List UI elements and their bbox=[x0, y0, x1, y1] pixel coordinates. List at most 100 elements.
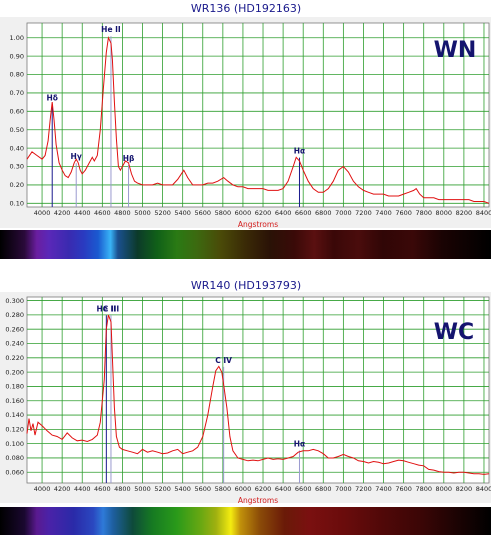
x-tick-label: 4400 bbox=[74, 485, 91, 493]
x-tick-label: 5400 bbox=[174, 209, 191, 217]
class-label-wn: WN bbox=[434, 38, 477, 63]
x-tick-label: 4200 bbox=[54, 209, 71, 217]
y-axis-ticks: 0.060 0.080 0.100 0.120 0.140 0.160 0.180 0.200… bbox=[5, 297, 24, 477]
x-tick-label: 7400 bbox=[375, 485, 392, 493]
plot-area bbox=[26, 22, 490, 208]
spectrum-line bbox=[26, 35, 490, 204]
y-tick-label: 0.40 bbox=[10, 144, 24, 152]
x-tick-label: 4000 bbox=[34, 209, 51, 217]
line-marker-label: Hβ bbox=[123, 154, 135, 163]
x-tick-label: 6800 bbox=[315, 209, 332, 217]
x-tick-label: 7800 bbox=[415, 485, 432, 493]
y-tick-label: 0.140 bbox=[5, 411, 24, 419]
y-tick-label: 0.220 bbox=[5, 354, 24, 362]
line-marker-label: He II bbox=[101, 25, 121, 34]
spectrum-strip-wn bbox=[0, 230, 491, 259]
plot-area bbox=[26, 296, 490, 484]
y-tick-label: 0.200 bbox=[5, 368, 24, 376]
x-tick-label: 8400 bbox=[476, 209, 491, 217]
chart-panel-wr136: WR136 (HD192163) 0.10 0.20 0.30 0.40 0.50 0.6… bbox=[0, 2, 491, 229]
x-tick-label: 6000 bbox=[235, 209, 252, 217]
y-tick-label: 0.20 bbox=[10, 181, 24, 189]
x-tick-label: 5600 bbox=[194, 209, 211, 217]
x-tick-label: 5000 bbox=[134, 485, 151, 493]
x-tick-label: 5200 bbox=[154, 209, 171, 217]
x-tick-label: 5000 bbox=[134, 209, 151, 217]
y-tick-label: 1.00 bbox=[10, 34, 24, 42]
x-axis-label: Angstroms bbox=[238, 496, 278, 505]
line-marker-labels: He IIC III C IV Hα bbox=[97, 304, 306, 448]
chart-title: WR136 (HD192163) bbox=[191, 2, 301, 15]
x-tick-label: 5600 bbox=[194, 485, 211, 493]
x-tick-label: 6400 bbox=[275, 209, 292, 217]
y-tick-label: 0.300 bbox=[5, 297, 24, 305]
x-tick-label: 7000 bbox=[335, 209, 352, 217]
x-axis-ticks: 4000 4200 4400 4600 4800 5000 5200 5400 5600 5800… bbox=[34, 485, 491, 493]
x-tick-label: 8400 bbox=[476, 485, 491, 493]
y-tick-label: 0.160 bbox=[5, 397, 24, 405]
y-tick-label: 0.060 bbox=[5, 468, 24, 476]
x-tick-label: 4200 bbox=[54, 485, 71, 493]
x-tick-label: 6600 bbox=[295, 209, 312, 217]
x-tick-label: 5400 bbox=[174, 485, 191, 493]
x-tick-label: 7000 bbox=[335, 485, 352, 493]
chart-panel-wr140: WR140 (HD193793) 0.060 0.080 0.100 0.120 0.1… bbox=[0, 279, 491, 505]
x-axis-label: Angstroms bbox=[238, 220, 278, 229]
line-marker-label: He II bbox=[97, 304, 117, 313]
y-tick-label: 0.50 bbox=[10, 126, 24, 134]
line-markers bbox=[51, 36, 300, 207]
y-tick-label: 0.120 bbox=[5, 426, 24, 434]
x-tick-label: 6800 bbox=[315, 485, 332, 493]
x-tick-label: 7200 bbox=[355, 209, 372, 217]
y-tick-label: 0.180 bbox=[5, 383, 24, 391]
y-tick-label: 0.60 bbox=[10, 108, 24, 116]
x-tick-label: 4600 bbox=[94, 209, 111, 217]
spectrum-strip-wc bbox=[0, 507, 491, 535]
x-tick-label: 8000 bbox=[436, 209, 453, 217]
y-tick-label: 0.10 bbox=[10, 200, 24, 208]
x-tick-label: 6200 bbox=[255, 485, 272, 493]
x-tick-label: 4800 bbox=[114, 485, 131, 493]
x-axis-ticks: 4000 4200 4400 4600 4800 5000 5200 5400 5600 5800… bbox=[34, 209, 491, 217]
line-markers bbox=[105, 315, 300, 483]
x-tick-label: 8200 bbox=[456, 209, 473, 217]
x-tick-label: 4400 bbox=[74, 209, 91, 217]
line-marker-label: Hδ bbox=[46, 93, 57, 102]
spectrum-line bbox=[26, 314, 490, 475]
x-tick-label: 6400 bbox=[275, 485, 292, 493]
y-tick-label: 0.240 bbox=[5, 340, 24, 348]
y-tick-label: 0.080 bbox=[5, 454, 24, 462]
y-tick-label: 0.70 bbox=[10, 89, 24, 97]
y-tick-label: 0.30 bbox=[10, 163, 24, 171]
x-tick-label: 7400 bbox=[375, 209, 392, 217]
x-tick-label: 6000 bbox=[235, 485, 252, 493]
line-marker-label: Hγ bbox=[71, 152, 82, 161]
x-tick-label: 5200 bbox=[154, 485, 171, 493]
x-tick-label: 5800 bbox=[215, 209, 232, 217]
line-marker-label: C III bbox=[103, 304, 120, 313]
x-tick-label: 5800 bbox=[215, 485, 232, 493]
x-tick-label: 7800 bbox=[415, 209, 432, 217]
y-tick-label: 0.260 bbox=[5, 325, 24, 333]
y-tick-label: 0.90 bbox=[10, 52, 24, 60]
x-tick-label: 8000 bbox=[436, 485, 453, 493]
y-tick-label: 0.100 bbox=[5, 440, 24, 448]
x-tick-label: 6600 bbox=[295, 485, 312, 493]
x-tick-label: 7600 bbox=[395, 209, 412, 217]
line-marker-label: C IV bbox=[215, 356, 232, 365]
y-tick-label: 0.80 bbox=[10, 71, 24, 79]
chart-title: WR140 (HD193793) bbox=[191, 279, 301, 292]
x-tick-label: 4800 bbox=[114, 209, 131, 217]
class-label-wc: WC bbox=[434, 320, 474, 345]
x-tick-label: 4000 bbox=[34, 485, 51, 493]
x-tick-label: 6200 bbox=[255, 209, 272, 217]
y-axis-ticks: 0.10 0.20 0.30 0.40 0.50 0.60 0.70 0.80 0.90 1.00 bbox=[10, 34, 24, 208]
x-tick-label: 7600 bbox=[395, 485, 412, 493]
x-tick-label: 8200 bbox=[456, 485, 473, 493]
line-marker-label: Hα bbox=[294, 440, 305, 449]
x-tick-label: 4600 bbox=[94, 485, 111, 493]
line-marker-labels: Hδ Hγ He II Hβ Hα bbox=[46, 25, 305, 163]
line-marker-label: Hα bbox=[294, 147, 305, 156]
y-tick-label: 0.280 bbox=[5, 311, 24, 319]
